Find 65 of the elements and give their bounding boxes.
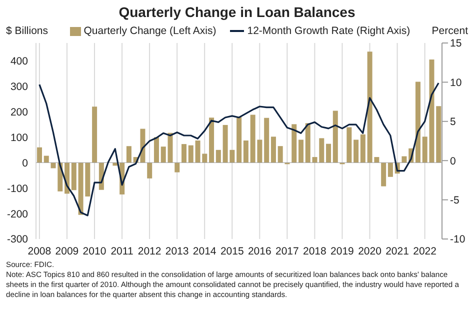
x-tick-label: 2020 [358, 245, 382, 258]
bar [154, 137, 159, 163]
y-tick-label: -100 [6, 182, 28, 195]
x-tick-label: 2017 [275, 245, 300, 258]
bar [305, 123, 310, 163]
y-tick-label: 0 [22, 157, 28, 170]
bar [298, 140, 304, 163]
y-tick-label: 400 [10, 56, 28, 68]
x-tick-label: 2008 [28, 245, 52, 258]
x-tick-label: 2022 [413, 245, 437, 258]
bar [354, 140, 359, 163]
legend-label: 12-Month Growth Rate (Right Axis) [246, 25, 410, 37]
y-tick-label: -200 [6, 208, 28, 220]
bar [188, 145, 194, 163]
bar [402, 156, 407, 163]
bar [147, 162, 152, 178]
chart-title: Quarterly Change in Loan Balances [118, 4, 356, 20]
bar [182, 144, 187, 163]
y2-axis-title: Percent [432, 25, 468, 37]
x-tick-label: 2009 [55, 245, 79, 258]
legend-label: Quarterly Change (Left Axis) [82, 25, 216, 37]
y2-tick-label: -10 [450, 234, 466, 246]
bar [44, 156, 49, 163]
y2-tick-label: 15 [450, 38, 462, 50]
x-tick-label: 2011 [110, 245, 134, 258]
bar [71, 162, 76, 190]
bar [243, 140, 248, 163]
x-tick-label: 2010 [82, 245, 106, 258]
x-tick-label: 2018 [303, 245, 327, 258]
bar [236, 116, 242, 163]
bar [37, 147, 42, 163]
x-tick-label: 2014 [192, 245, 216, 258]
y-tick-label: -300 [6, 234, 28, 246]
bar [346, 127, 352, 163]
y-tick-label: 100 [10, 132, 28, 144]
y-axis-title: $ Billions [6, 25, 48, 37]
x-tick-label: 2019 [330, 245, 354, 258]
bar [436, 106, 442, 163]
bar [264, 118, 270, 163]
bar [126, 146, 132, 163]
x-tick-label: 2015 [220, 245, 244, 258]
x-tick-label: 2012 [138, 245, 162, 258]
x-tick-label: 2013 [165, 245, 189, 258]
y2-tick-label: 0 [450, 155, 456, 168]
bar [292, 124, 297, 163]
x-tick-label: 2016 [248, 245, 272, 258]
bar [381, 162, 386, 186]
x-tick-label: 2021 [386, 245, 410, 258]
bar [278, 146, 283, 163]
bar [388, 162, 393, 177]
y-tick-label: 300 [10, 81, 28, 93]
y2-tick-label: -5 [450, 194, 460, 207]
bar [332, 110, 338, 163]
bar [92, 106, 98, 163]
bar [209, 118, 214, 163]
y2-tick-label: 10 [450, 76, 462, 89]
bar [415, 82, 420, 163]
bar [360, 134, 366, 163]
line-series [38, 82, 440, 216]
bar [270, 136, 276, 163]
bar [174, 162, 180, 172]
bar [326, 144, 332, 163]
y-tick-label: 200 [10, 106, 28, 118]
y2-tick-label: 5 [450, 116, 456, 128]
bar [216, 150, 221, 163]
